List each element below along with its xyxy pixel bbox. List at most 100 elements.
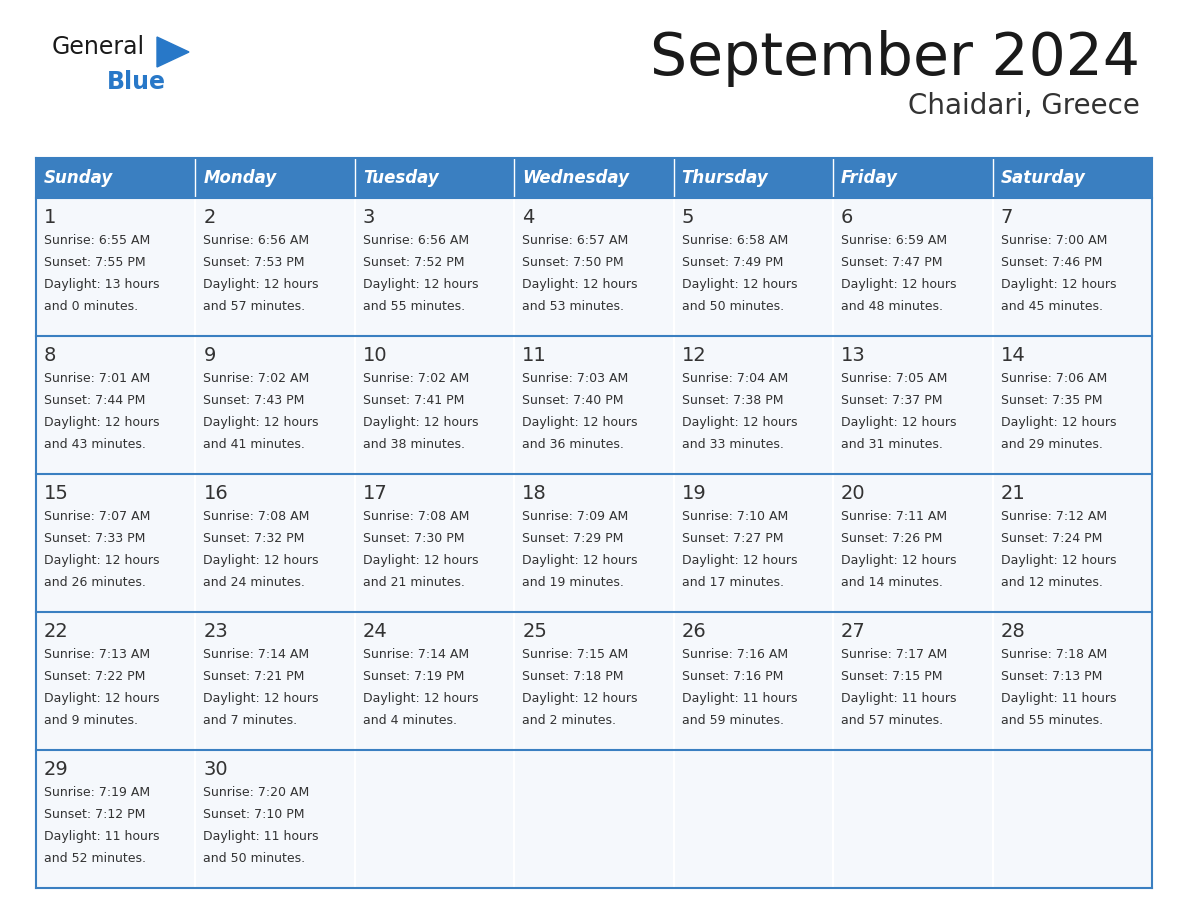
Text: Daylight: 12 hours: Daylight: 12 hours <box>1000 278 1116 291</box>
Text: Sunset: 7:15 PM: Sunset: 7:15 PM <box>841 670 942 683</box>
Text: Sunset: 7:35 PM: Sunset: 7:35 PM <box>1000 394 1102 407</box>
Text: Sunset: 7:49 PM: Sunset: 7:49 PM <box>682 256 783 269</box>
Text: Daylight: 12 hours: Daylight: 12 hours <box>841 278 956 291</box>
Text: Daylight: 12 hours: Daylight: 12 hours <box>203 278 318 291</box>
Text: 16: 16 <box>203 484 228 503</box>
Text: and 26 minutes.: and 26 minutes. <box>44 576 146 589</box>
Text: 23: 23 <box>203 622 228 641</box>
Text: Sunrise: 7:05 AM: Sunrise: 7:05 AM <box>841 372 948 385</box>
Text: 4: 4 <box>523 208 535 227</box>
Text: Sunrise: 7:18 AM: Sunrise: 7:18 AM <box>1000 648 1107 661</box>
Text: Daylight: 12 hours: Daylight: 12 hours <box>1000 554 1116 567</box>
Bar <box>36 474 196 612</box>
Text: Daylight: 11 hours: Daylight: 11 hours <box>203 830 318 843</box>
Text: 14: 14 <box>1000 346 1025 365</box>
Bar <box>355 612 514 750</box>
Text: Thursday: Thursday <box>682 169 769 187</box>
Text: and 52 minutes.: and 52 minutes. <box>44 852 146 865</box>
Text: 11: 11 <box>523 346 546 365</box>
Bar <box>36 336 196 474</box>
Bar <box>674 158 833 198</box>
Bar <box>36 158 196 198</box>
Bar <box>196 336 355 474</box>
Text: 13: 13 <box>841 346 866 365</box>
Bar <box>833 158 992 198</box>
Text: and 17 minutes.: and 17 minutes. <box>682 576 784 589</box>
Text: and 36 minutes.: and 36 minutes. <box>523 438 624 451</box>
Bar <box>355 158 514 198</box>
Text: and 14 minutes.: and 14 minutes. <box>841 576 943 589</box>
Text: and 38 minutes.: and 38 minutes. <box>362 438 465 451</box>
Text: Daylight: 12 hours: Daylight: 12 hours <box>203 554 318 567</box>
Text: Daylight: 13 hours: Daylight: 13 hours <box>44 278 159 291</box>
Text: Daylight: 12 hours: Daylight: 12 hours <box>203 416 318 429</box>
Bar <box>992 750 1152 888</box>
Text: Sunset: 7:33 PM: Sunset: 7:33 PM <box>44 532 145 545</box>
Text: Daylight: 12 hours: Daylight: 12 hours <box>682 554 797 567</box>
Text: 1: 1 <box>44 208 56 227</box>
Text: 22: 22 <box>44 622 69 641</box>
Text: Sunrise: 7:16 AM: Sunrise: 7:16 AM <box>682 648 788 661</box>
Text: Chaidari, Greece: Chaidari, Greece <box>908 92 1140 120</box>
Text: Sunrise: 7:15 AM: Sunrise: 7:15 AM <box>523 648 628 661</box>
Text: and 7 minutes.: and 7 minutes. <box>203 714 297 727</box>
Bar <box>355 198 514 336</box>
Bar <box>514 474 674 612</box>
Text: Sunrise: 7:08 AM: Sunrise: 7:08 AM <box>203 510 310 523</box>
Text: Sunset: 7:38 PM: Sunset: 7:38 PM <box>682 394 783 407</box>
Text: Sunrise: 6:57 AM: Sunrise: 6:57 AM <box>523 234 628 247</box>
Text: 5: 5 <box>682 208 694 227</box>
Text: and 55 minutes.: and 55 minutes. <box>362 300 465 313</box>
Text: Sunset: 7:52 PM: Sunset: 7:52 PM <box>362 256 465 269</box>
Text: Blue: Blue <box>107 70 166 94</box>
Text: Sunrise: 7:00 AM: Sunrise: 7:00 AM <box>1000 234 1107 247</box>
Text: 25: 25 <box>523 622 548 641</box>
Text: Daylight: 12 hours: Daylight: 12 hours <box>362 554 479 567</box>
Text: Sunrise: 7:14 AM: Sunrise: 7:14 AM <box>362 648 469 661</box>
Text: Saturday: Saturday <box>1000 169 1086 187</box>
Text: Sunset: 7:21 PM: Sunset: 7:21 PM <box>203 670 305 683</box>
Bar <box>992 336 1152 474</box>
Text: Sunset: 7:41 PM: Sunset: 7:41 PM <box>362 394 465 407</box>
Text: Sunset: 7:24 PM: Sunset: 7:24 PM <box>1000 532 1102 545</box>
Text: 17: 17 <box>362 484 387 503</box>
Bar <box>992 474 1152 612</box>
Bar <box>36 198 196 336</box>
Text: Friday: Friday <box>841 169 898 187</box>
Text: Sunset: 7:47 PM: Sunset: 7:47 PM <box>841 256 942 269</box>
Text: Sunrise: 7:14 AM: Sunrise: 7:14 AM <box>203 648 310 661</box>
Text: Sunrise: 6:59 AM: Sunrise: 6:59 AM <box>841 234 947 247</box>
Text: September 2024: September 2024 <box>650 30 1140 87</box>
Text: Sunrise: 7:19 AM: Sunrise: 7:19 AM <box>44 786 150 799</box>
Text: Sunset: 7:50 PM: Sunset: 7:50 PM <box>523 256 624 269</box>
Text: Sunrise: 7:13 AM: Sunrise: 7:13 AM <box>44 648 150 661</box>
Text: Sunrise: 7:07 AM: Sunrise: 7:07 AM <box>44 510 151 523</box>
Text: Sunrise: 7:20 AM: Sunrise: 7:20 AM <box>203 786 310 799</box>
Text: 30: 30 <box>203 760 228 779</box>
Text: Sunset: 7:13 PM: Sunset: 7:13 PM <box>1000 670 1102 683</box>
Bar <box>833 750 992 888</box>
Text: 21: 21 <box>1000 484 1025 503</box>
Text: and 12 minutes.: and 12 minutes. <box>1000 576 1102 589</box>
Text: 10: 10 <box>362 346 387 365</box>
Text: Sunset: 7:44 PM: Sunset: 7:44 PM <box>44 394 145 407</box>
Text: Daylight: 12 hours: Daylight: 12 hours <box>362 278 479 291</box>
Text: 15: 15 <box>44 484 69 503</box>
Text: Sunrise: 7:17 AM: Sunrise: 7:17 AM <box>841 648 947 661</box>
Text: 29: 29 <box>44 760 69 779</box>
Text: Daylight: 12 hours: Daylight: 12 hours <box>44 416 159 429</box>
Text: Tuesday: Tuesday <box>362 169 438 187</box>
Text: Sunrise: 7:04 AM: Sunrise: 7:04 AM <box>682 372 788 385</box>
Bar <box>514 612 674 750</box>
Text: Sunset: 7:18 PM: Sunset: 7:18 PM <box>523 670 624 683</box>
Text: Daylight: 11 hours: Daylight: 11 hours <box>1000 692 1116 705</box>
Text: and 9 minutes.: and 9 minutes. <box>44 714 138 727</box>
Text: and 45 minutes.: and 45 minutes. <box>1000 300 1102 313</box>
Text: Daylight: 12 hours: Daylight: 12 hours <box>523 692 638 705</box>
Text: 24: 24 <box>362 622 387 641</box>
Text: Sunset: 7:19 PM: Sunset: 7:19 PM <box>362 670 465 683</box>
Bar <box>674 474 833 612</box>
Bar <box>514 198 674 336</box>
Text: Sunrise: 7:02 AM: Sunrise: 7:02 AM <box>203 372 310 385</box>
Text: Sunset: 7:53 PM: Sunset: 7:53 PM <box>203 256 305 269</box>
